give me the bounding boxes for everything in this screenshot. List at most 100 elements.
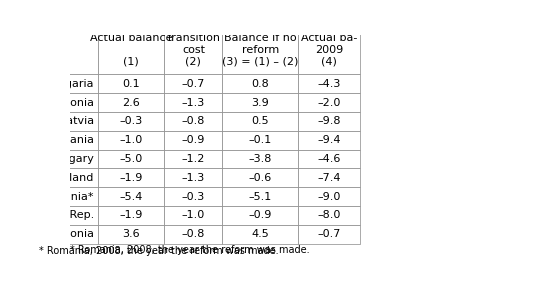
Bar [97,150,165,168]
Bar [298,93,360,112]
Text: –5.1: –5.1 [249,192,272,202]
Text: 3.9: 3.9 [251,98,269,108]
Text: Bulgaria: Bulgaria [48,79,95,89]
Text: –4.6: –4.6 [317,154,341,164]
Text: Lithuania: Lithuania [43,135,95,145]
Text: 3.6: 3.6 [122,229,140,239]
Text: –0.7: –0.7 [317,229,341,239]
Text: –0.1: –0.1 [249,135,272,145]
Bar [298,131,360,150]
Bar [165,93,222,112]
Text: Hungary: Hungary [47,154,95,164]
Bar [39,206,97,225]
Text: * Romania, 2008, the year the reform was made.: * Romania, 2008, the year the reform was… [39,246,279,256]
Bar [222,112,298,131]
Text: –7.4: –7.4 [317,173,341,183]
Text: –9.0: –9.0 [317,192,341,202]
Bar [222,74,298,93]
Text: –1.0: –1.0 [182,211,205,220]
Bar [39,187,97,206]
Bar [222,131,298,150]
Bar [165,168,222,187]
Text: Latvia: Latvia [61,116,95,126]
Text: Estonia: Estonia [53,229,95,239]
Text: Actual balance

(1): Actual balance (1) [90,33,172,66]
Text: –0.8: –0.8 [182,116,205,126]
Text: –0.9: –0.9 [182,135,205,145]
Bar [39,93,97,112]
Bar [39,150,97,168]
Text: –0.3: –0.3 [120,116,142,126]
Bar [298,150,360,168]
Text: –1.9: –1.9 [119,173,142,183]
Text: –4.3: –4.3 [317,79,341,89]
Text: –1.3: –1.3 [182,173,205,183]
Text: Transition
cost
(2): Transition cost (2) [166,33,220,66]
Text: –0.9: –0.9 [249,211,272,220]
Bar [97,206,165,225]
Text: –0.3: –0.3 [182,192,205,202]
Text: Estonia: Estonia [53,98,95,108]
Text: –9.8: –9.8 [317,116,341,126]
Bar [222,206,298,225]
Bar [97,131,165,150]
Bar [222,168,298,187]
Bar [165,187,222,206]
Bar [97,93,165,112]
Bar [298,168,360,187]
Text: Actual ba-
2009
(4): Actual ba- 2009 (4) [301,33,358,66]
Bar [97,168,165,187]
Bar [165,225,222,243]
Bar [97,225,165,243]
Bar [298,25,360,74]
Text: –8.0: –8.0 [317,211,341,220]
Bar [222,25,298,74]
Text: 4.5: 4.5 [251,229,269,239]
Bar [165,206,222,225]
Text: 0.5: 0.5 [251,116,269,126]
Bar [97,74,165,93]
Bar [97,112,165,131]
Bar [39,131,97,150]
Bar [165,74,222,93]
Bar [222,187,298,206]
Bar [222,225,298,243]
Bar [165,25,222,74]
Text: 0.1: 0.1 [122,79,140,89]
Bar [298,206,360,225]
Text: –2.0: –2.0 [317,98,341,108]
Bar [165,131,222,150]
Text: Romania*: Romania* [40,192,95,202]
Bar [97,187,165,206]
Text: –0.7: –0.7 [182,79,205,89]
Text: –1.3: –1.3 [182,98,205,108]
Text: –5.4: –5.4 [119,192,142,202]
Bar [298,112,360,131]
Bar [298,187,360,206]
Text: Slovak Rep.: Slovak Rep. [29,211,95,220]
Text: 0.8: 0.8 [251,79,269,89]
Text: –3.8: –3.8 [249,154,272,164]
Bar [165,112,222,131]
Text: –1.9: –1.9 [119,211,142,220]
Bar [222,93,298,112]
Text: 2.6: 2.6 [122,98,140,108]
Text: –5.0: –5.0 [120,154,142,164]
Bar [298,225,360,243]
Text: –9.4: –9.4 [317,135,341,145]
Text: Poland: Poland [57,173,95,183]
Text: –0.8: –0.8 [182,229,205,239]
Bar [39,225,97,243]
Bar [298,74,360,93]
Bar [165,150,222,168]
Text: –1.0: –1.0 [120,135,142,145]
Bar [39,112,97,131]
Text: –0.6: –0.6 [249,173,272,183]
Bar [39,25,97,74]
Text: –1.2: –1.2 [182,154,205,164]
Bar [222,150,298,168]
Bar [39,168,97,187]
Bar [39,74,97,93]
Text: Balance if no
reform
(3) = (1) – (2): Balance if no reform (3) = (1) – (2) [222,33,299,66]
Bar [97,25,165,74]
